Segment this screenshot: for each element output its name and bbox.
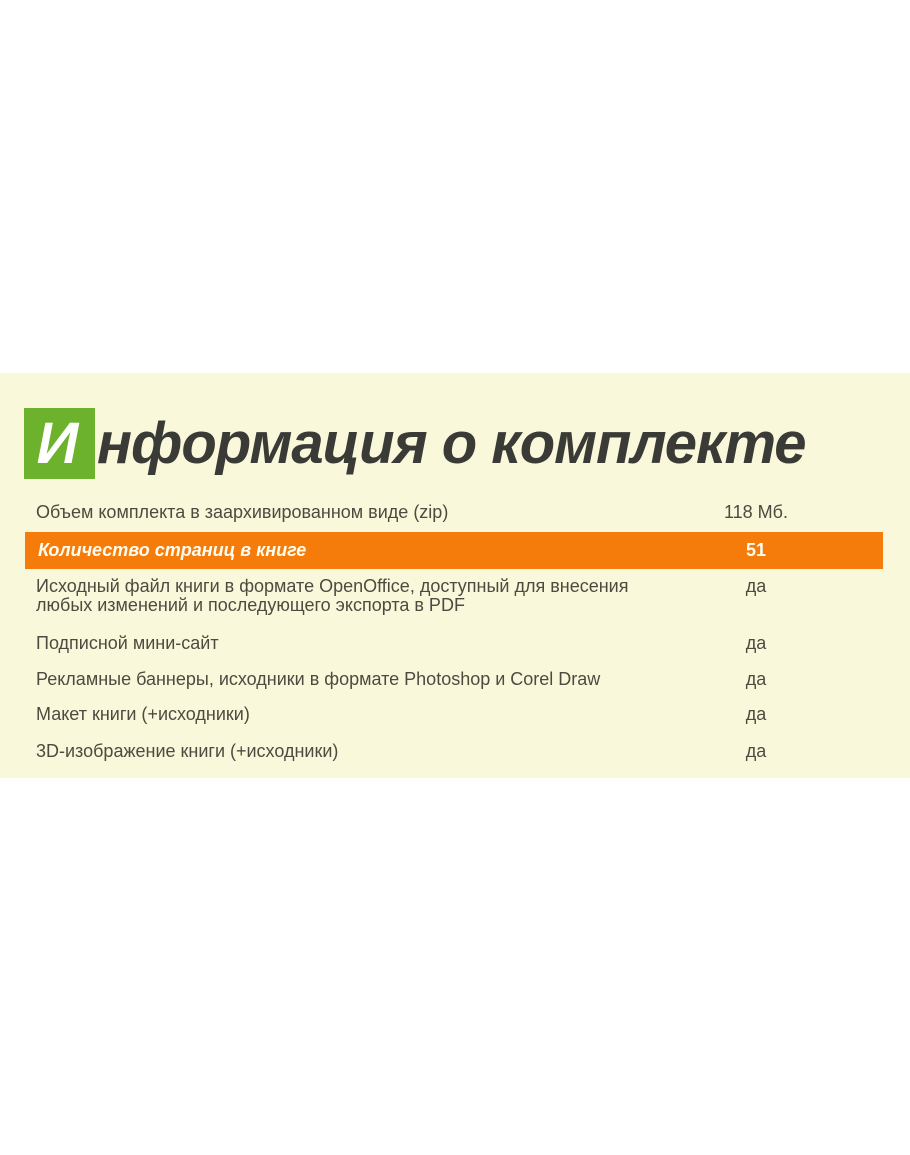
table-row-label: Объем комплекта в заархивированном виде …: [36, 502, 449, 522]
page-title-text: нформация о комплекте: [97, 410, 807, 476]
table-row-label: Исходный файл книги в формате OpenOffice…: [36, 576, 629, 615]
table-row-label: Рекламные баннеры, исходники в формате P…: [36, 669, 601, 689]
table-row-value: да: [745, 741, 767, 761]
title-initial-badge: И: [24, 407, 95, 479]
page-title: И нформация о комплекте: [24, 407, 807, 479]
table-row-label: Макет книги (+исходники): [36, 704, 250, 724]
table-row-value: да: [745, 704, 767, 724]
table-row-label: 3D-изображение книги (+исходники): [36, 741, 339, 761]
table-row-label: Подписной мини-сайт: [36, 633, 219, 653]
table-row-value: 118 Мб.: [723, 502, 788, 522]
info-panel: И нформация о комплекте Объем комплекта …: [0, 373, 910, 778]
table-row-value: да: [745, 633, 767, 653]
table-row-value: да: [745, 669, 767, 689]
table-row-value: 51: [745, 540, 767, 560]
table-row-label: Количество страниц в книге: [38, 540, 307, 560]
highlighted-table-row: Количество страниц в книге 51: [25, 532, 883, 569]
table-row-value: да: [745, 576, 767, 596]
